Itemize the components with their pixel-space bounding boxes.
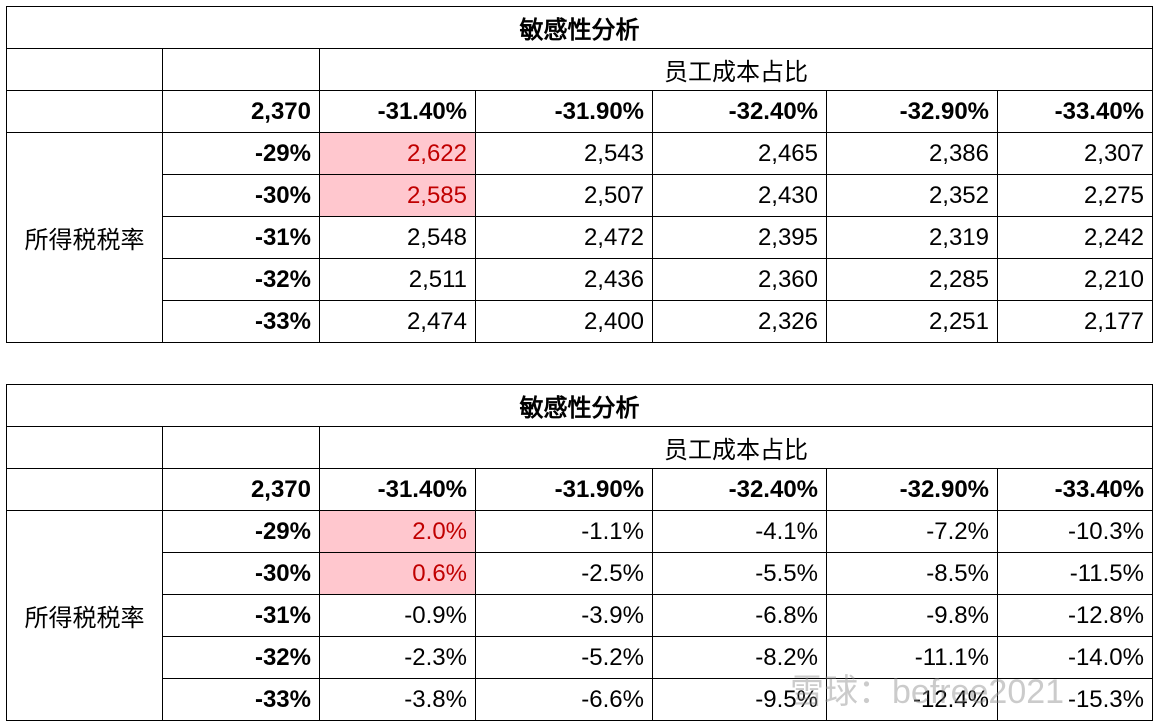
row-header: -30%: [162, 174, 320, 217]
value-cell: 2,436: [475, 258, 653, 301]
value-cell: -0.9%: [319, 594, 476, 637]
column-header: -31.40%: [319, 468, 476, 511]
value-cell: -10.3%: [997, 510, 1153, 553]
empty-cell: [6, 426, 163, 469]
row-header: -32%: [162, 258, 320, 301]
value-cell: -3.9%: [475, 594, 653, 637]
value-cell: 2,395: [652, 216, 827, 259]
value-cell: -6.6%: [475, 678, 653, 721]
value-cell: -7.2%: [826, 510, 998, 553]
value-cell: -6.8%: [652, 594, 827, 637]
row-header: -29%: [162, 510, 320, 553]
column-header: -32.90%: [826, 468, 998, 511]
row-header: -31%: [162, 216, 320, 259]
corner-value: 2,370: [162, 468, 320, 511]
value-cell: 2,275: [997, 174, 1153, 217]
value-cell: -3.8%: [319, 678, 476, 721]
row-header: -31%: [162, 594, 320, 637]
value-cell: -11.5%: [997, 552, 1153, 595]
column-header: -31.90%: [475, 468, 653, 511]
value-cell: -2.3%: [319, 636, 476, 679]
column-header: -31.40%: [319, 90, 476, 133]
value-cell: 2,511: [319, 258, 476, 301]
empty-cell: [162, 48, 320, 91]
column-header: -31.90%: [475, 90, 653, 133]
column-group-header: 员工成本占比: [319, 48, 1153, 91]
table-title: 敏感性分析: [6, 6, 1153, 49]
value-cell: -5.5%: [652, 552, 827, 595]
value-cell: 2,474: [319, 300, 476, 343]
value-cell: -8.5%: [826, 552, 998, 595]
empty-cell: [162, 426, 320, 469]
value-cell: 2,319: [826, 216, 998, 259]
value-cell: 0.6%: [319, 552, 476, 595]
value-cell: -12.8%: [997, 594, 1153, 637]
watermark: 雪球：befree2021: [790, 673, 1065, 711]
value-cell: 2,307: [997, 132, 1153, 175]
value-cell: -5.2%: [475, 636, 653, 679]
value-cell: -2.5%: [475, 552, 653, 595]
row-header: -33%: [162, 678, 320, 721]
value-cell: 2,210: [997, 258, 1153, 301]
value-cell: 2,400: [475, 300, 653, 343]
corner-value: 2,370: [162, 90, 320, 133]
row-header: -32%: [162, 636, 320, 679]
column-header: -32.40%: [652, 468, 827, 511]
value-cell: 2,622: [319, 132, 476, 175]
row-header: -30%: [162, 552, 320, 595]
row-group-header: 所得税税率: [6, 510, 163, 721]
value-cell: -1.1%: [475, 510, 653, 553]
empty-cell: [6, 468, 163, 511]
value-cell: 2,472: [475, 216, 653, 259]
column-header: -32.40%: [652, 90, 827, 133]
value-cell: -9.8%: [826, 594, 998, 637]
value-cell: 2,251: [826, 300, 998, 343]
value-cell: 2,548: [319, 216, 476, 259]
value-cell: 2,430: [652, 174, 827, 217]
column-header: -33.40%: [997, 468, 1153, 511]
empty-cell: [6, 90, 163, 133]
value-cell: 2,177: [997, 300, 1153, 343]
row-header: -33%: [162, 300, 320, 343]
value-cell: -4.1%: [652, 510, 827, 553]
value-cell: 2.0%: [319, 510, 476, 553]
table-title: 敏感性分析: [6, 384, 1153, 427]
empty-cell: [6, 48, 163, 91]
value-cell: 2,360: [652, 258, 827, 301]
value-cell: 2,352: [826, 174, 998, 217]
value-cell: 2,465: [652, 132, 827, 175]
value-cell: 2,386: [826, 132, 998, 175]
value-cell: 2,543: [475, 132, 653, 175]
value-cell: 2,242: [997, 216, 1153, 259]
column-header: -32.90%: [826, 90, 998, 133]
row-group-header: 所得税税率: [6, 132, 163, 343]
column-group-header: 员工成本占比: [319, 426, 1153, 469]
column-header: -33.40%: [997, 90, 1153, 133]
value-cell: 2,585: [319, 174, 476, 217]
value-cell: 2,326: [652, 300, 827, 343]
row-header: -29%: [162, 132, 320, 175]
value-cell: 2,285: [826, 258, 998, 301]
value-cell: 2,507: [475, 174, 653, 217]
